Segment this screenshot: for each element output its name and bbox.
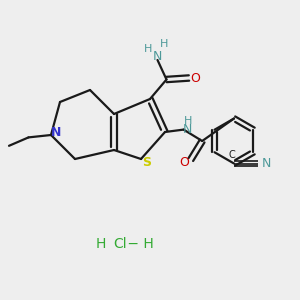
Text: H: H bbox=[95, 238, 106, 251]
Text: S: S bbox=[142, 156, 151, 169]
Text: Cl: Cl bbox=[113, 238, 127, 251]
Text: N: N bbox=[262, 157, 271, 170]
Text: H: H bbox=[144, 44, 152, 55]
Text: O: O bbox=[179, 155, 189, 169]
Text: O: O bbox=[191, 71, 200, 85]
Text: N: N bbox=[51, 126, 62, 139]
Text: H: H bbox=[160, 39, 168, 50]
Text: N: N bbox=[183, 122, 193, 136]
Text: N: N bbox=[153, 50, 162, 63]
Text: − H: − H bbox=[123, 238, 153, 251]
Text: C: C bbox=[229, 150, 236, 161]
Text: H: H bbox=[184, 116, 192, 126]
